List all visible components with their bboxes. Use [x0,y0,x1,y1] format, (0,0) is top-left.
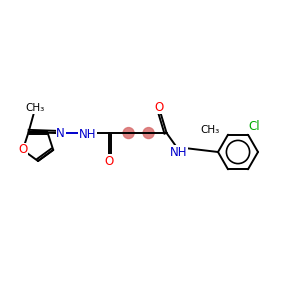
Text: NH: NH [79,128,96,141]
Text: O: O [104,154,113,168]
Circle shape [143,128,154,139]
Circle shape [123,128,134,139]
Text: O: O [154,100,163,114]
Text: CH₃: CH₃ [201,125,220,135]
Text: N: N [56,127,65,140]
Text: CH₃: CH₃ [25,103,44,113]
Text: NH: NH [170,146,187,159]
Text: O: O [18,143,27,156]
Text: Cl: Cl [248,120,260,133]
